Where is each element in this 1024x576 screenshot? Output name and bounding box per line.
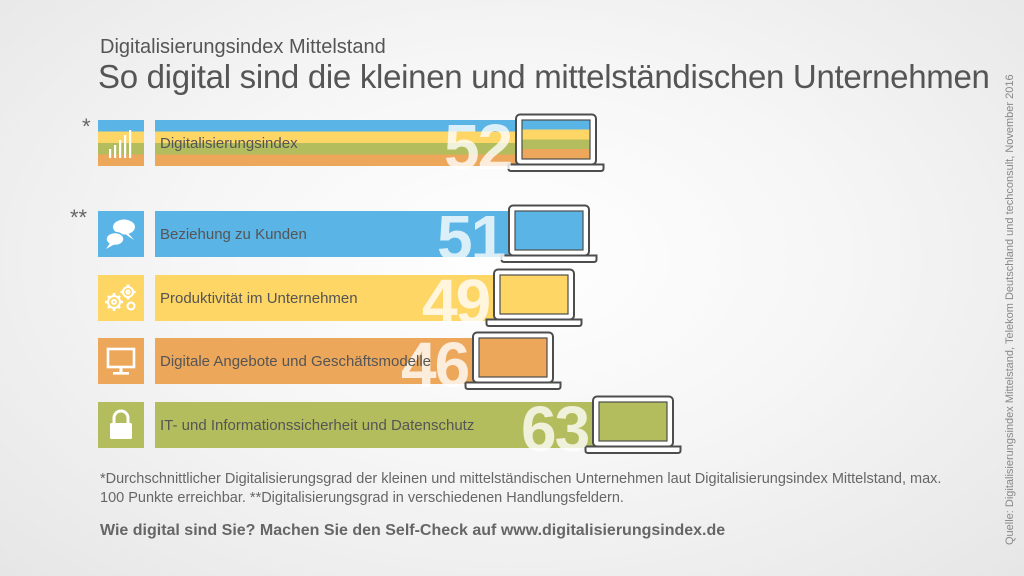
bar-chart-icon	[98, 120, 144, 166]
bar	[155, 275, 500, 321]
laptop-icon	[464, 331, 562, 396]
category-label: Digitale Angebote und Geschäftsmodelle	[160, 353, 432, 370]
category-label: Digitalisierungsindex	[160, 135, 298, 152]
category-label: IT- und Informationssicherheit und Daten…	[160, 417, 475, 434]
bar	[155, 402, 599, 448]
footnote-marker: **	[70, 205, 88, 230]
monitor-icon	[98, 338, 144, 384]
bar	[155, 120, 522, 166]
self-check-call-to-action: Wie digital sind Sie? Machen Sie den Sel…	[100, 522, 726, 539]
category-label: Produktivität im Unternehmen	[160, 290, 358, 307]
padlock-icon	[98, 402, 144, 448]
chart-eyebrow: Digitalisierungsindex Mittelstand	[100, 36, 386, 58]
laptop-icon	[500, 204, 598, 269]
category-label: Beziehung zu Kunden	[160, 226, 307, 243]
value-label: 63	[521, 393, 590, 465]
footnote-marker: *	[82, 114, 91, 139]
laptop-icon	[584, 395, 682, 460]
chart-headline: So digital sind die kleinen und mittelst…	[98, 58, 990, 95]
laptop-icon	[507, 113, 605, 178]
source-note: Quelle: Digitalisierungsindex Mittelstan…	[1004, 74, 1016, 545]
gears-icon	[98, 275, 144, 321]
laptop-icon	[485, 268, 583, 333]
footnote: *Durchschnittlicher Digitalisierungsgrad…	[100, 471, 942, 506]
value-label: 49	[422, 266, 491, 338]
bar	[155, 211, 515, 257]
value-label: 51	[437, 202, 506, 274]
bar	[155, 338, 479, 384]
value-label: 52	[444, 111, 513, 183]
value-label: 46	[401, 329, 470, 401]
speech-bubbles-icon	[98, 211, 144, 257]
